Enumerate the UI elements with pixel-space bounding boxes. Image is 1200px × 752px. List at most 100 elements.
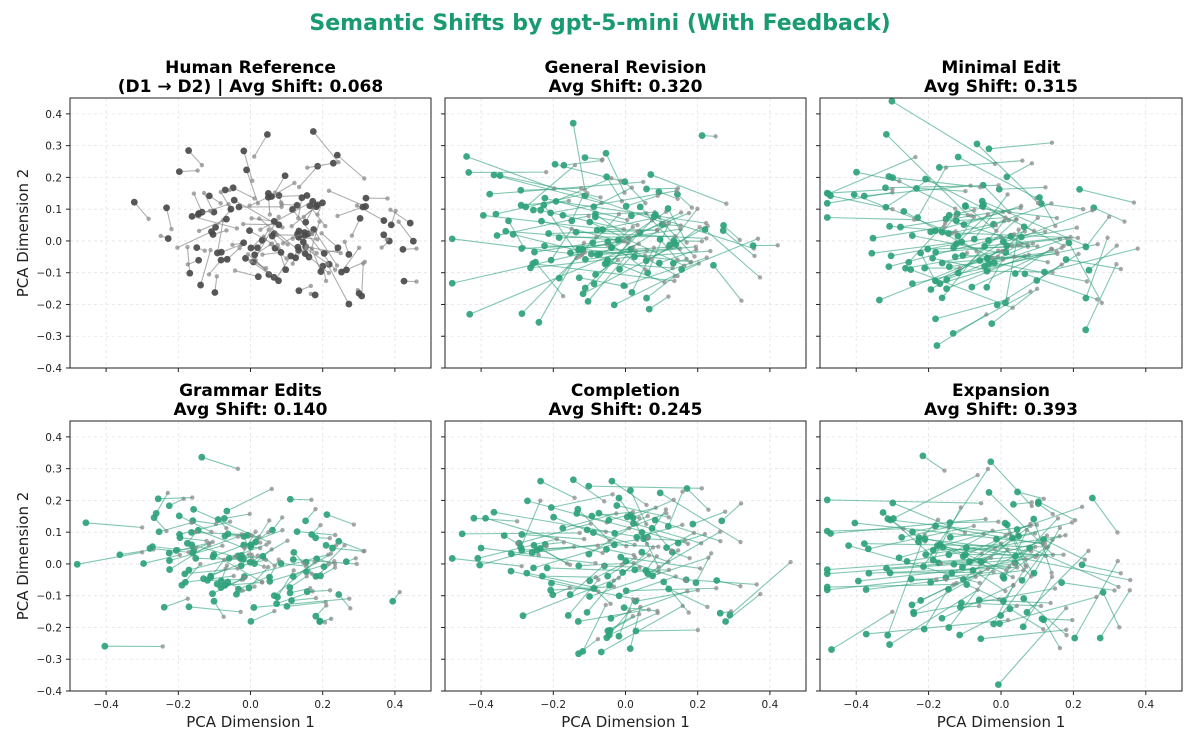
shifted-point: [900, 207, 908, 215]
origin-point: [1055, 516, 1061, 521]
shifted-point: [908, 280, 916, 288]
shifted-point: [345, 251, 353, 258]
shifted-point: [606, 626, 614, 634]
shift-arrow: [629, 490, 647, 525]
origin-point: [699, 486, 705, 491]
origin-point: [1127, 588, 1133, 593]
origin-point: [610, 492, 615, 497]
origin-point: [577, 530, 582, 536]
shifted-point: [176, 530, 183, 538]
origin-point: [704, 255, 709, 260]
shifted-point: [882, 130, 890, 138]
shift-arrow: [533, 544, 571, 566]
origin-point: [560, 293, 566, 299]
shifted-point: [943, 285, 950, 293]
shifted-point: [919, 452, 927, 460]
origin-point: [738, 501, 744, 506]
shift-arrow: [291, 597, 317, 602]
origin-point: [588, 521, 594, 526]
shift-arrow: [286, 601, 326, 607]
shifted-point: [290, 548, 298, 556]
origin-point: [1079, 504, 1085, 509]
shift-arrow: [587, 246, 634, 302]
shifted-point: [936, 540, 944, 548]
origin-point: [317, 219, 322, 224]
shifted-point: [853, 168, 860, 176]
shift-arrow: [984, 237, 1067, 267]
shifted-point: [581, 154, 589, 161]
shift-arrow: [541, 220, 628, 244]
shift-arrow: [200, 249, 212, 286]
shifted-point: [211, 289, 219, 296]
shifted-point: [983, 283, 991, 291]
shifted-point: [889, 499, 897, 507]
shifted-point: [140, 560, 147, 567]
shifted-point: [470, 514, 478, 522]
origin-point: [775, 243, 780, 248]
shifted-point: [951, 253, 959, 261]
origin-point: [253, 529, 258, 534]
origin-point: [304, 243, 309, 248]
shift-arrow: [1102, 592, 1120, 628]
shifted-point: [1015, 532, 1023, 540]
shifted-point: [927, 286, 935, 293]
origin-point: [326, 561, 331, 566]
origin-point: [1072, 518, 1078, 523]
origin-point: [252, 584, 257, 589]
shift-arrow: [892, 177, 981, 188]
shift-arrow: [143, 554, 181, 565]
shifted-point: [585, 482, 593, 490]
origin-point: [290, 236, 295, 241]
shift-arrow: [1081, 564, 1121, 574]
shift-arrow: [990, 461, 1033, 507]
origin-point: [1038, 603, 1044, 609]
origin-point: [323, 278, 329, 284]
shift-arrow: [212, 577, 246, 595]
origin-point: [221, 614, 226, 620]
origin-point: [582, 536, 587, 542]
origin-point: [912, 217, 917, 222]
shift-arrow: [307, 162, 334, 169]
shifted-point: [277, 248, 285, 256]
shifted-point: [644, 570, 652, 578]
x-tick-label: 0.2: [689, 699, 706, 711]
origin-point: [209, 529, 214, 535]
x-tick-label: −0.4: [468, 699, 494, 711]
origin-point: [414, 279, 419, 284]
shifted-point: [273, 600, 281, 608]
shifted-point: [622, 202, 630, 210]
shifted-point: [1082, 326, 1090, 334]
origin-point: [654, 227, 660, 233]
origin-point: [1023, 563, 1028, 568]
shift-arrow: [567, 579, 599, 616]
shift-arrow: [980, 525, 1031, 563]
origin-point: [1028, 574, 1034, 579]
origin-point: [325, 261, 330, 266]
origin-point: [1009, 243, 1015, 248]
origin-point: [671, 497, 676, 503]
shift-arrow: [1044, 248, 1138, 273]
shifted-point: [990, 620, 997, 628]
origin-point: [648, 256, 654, 262]
shift-arrow: [1085, 237, 1109, 299]
origin-point: [666, 567, 672, 573]
shift-arrow: [210, 559, 225, 578]
shifted-point: [1018, 576, 1026, 584]
shift-arrow: [988, 231, 1046, 241]
shift-arrow: [910, 269, 1013, 309]
shift-arrow: [177, 231, 212, 249]
shifted-point: [221, 532, 229, 540]
origin-point: [641, 179, 646, 185]
origin-point: [195, 168, 200, 173]
shifted-point: [309, 128, 317, 135]
shift-arrow: [184, 567, 238, 575]
origin-point: [315, 212, 320, 217]
origin-point: [284, 256, 289, 261]
shift-arrow: [848, 545, 981, 584]
shift-arrow: [663, 581, 690, 613]
shifted-point: [647, 171, 655, 178]
shifted-point: [537, 206, 545, 214]
shifted-point: [197, 281, 205, 289]
origin-point: [602, 499, 607, 504]
origin-point: [379, 245, 384, 250]
